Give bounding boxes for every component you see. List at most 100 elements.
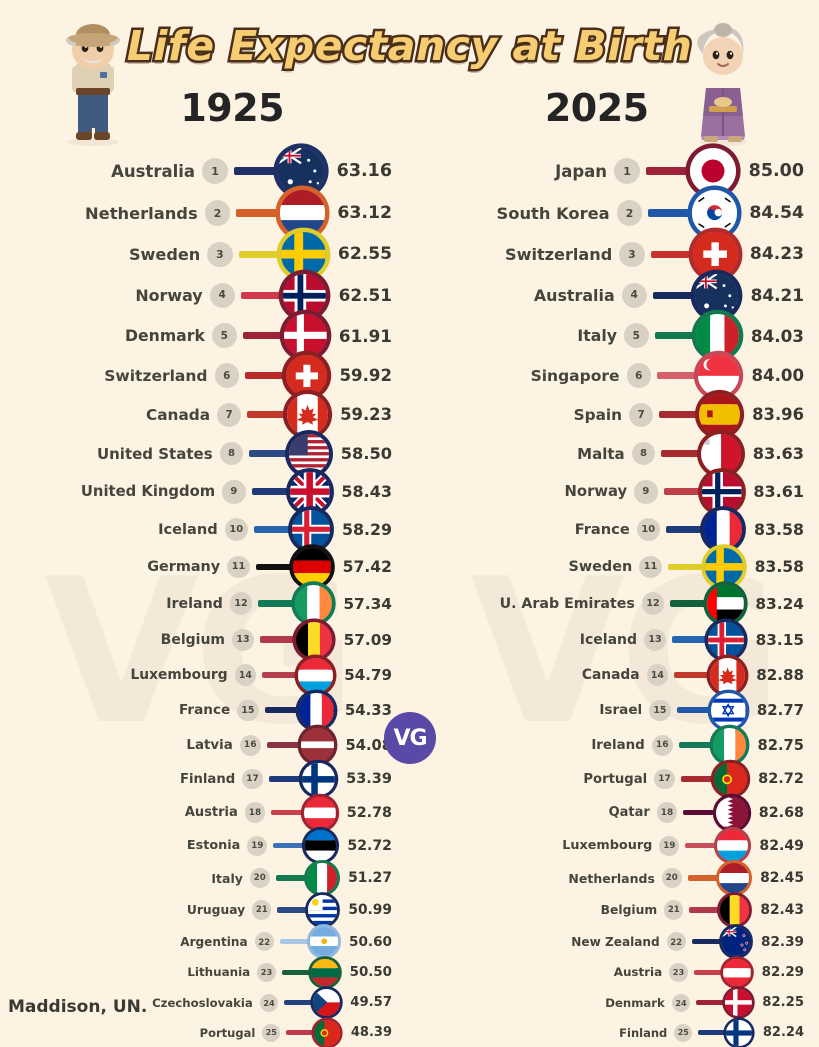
value-label: 48.39 <box>351 1025 392 1040</box>
connector-bar <box>655 332 698 340</box>
connector-bar <box>696 1000 727 1005</box>
rank-badge: 8 <box>632 442 656 466</box>
country-name: Argentina <box>180 935 248 949</box>
rank-badge: 21 <box>664 900 683 919</box>
year-headings: 1925 2025 <box>0 86 819 130</box>
connector-bar <box>694 970 725 975</box>
value-label: 84.21 <box>751 285 804 305</box>
value-label: 58.29 <box>342 520 392 539</box>
rank-badge: 24 <box>672 994 690 1012</box>
connector-bar <box>277 907 310 912</box>
value-label: 59.23 <box>340 405 392 424</box>
rank-badge: 20 <box>662 868 682 888</box>
country-name: Denmark <box>605 996 665 1010</box>
country-name: Portugal <box>583 772 647 787</box>
year-2025: 2025 <box>415 86 819 130</box>
rank-badge: 10 <box>637 518 660 541</box>
country-name: Malta <box>577 445 624 463</box>
flag-icon <box>698 355 740 397</box>
country-name: Ireland <box>166 596 223 612</box>
flag-icon <box>308 895 337 924</box>
flag-icon <box>714 763 747 796</box>
flag-icon <box>283 274 327 318</box>
country-name: Germany <box>147 559 220 575</box>
value-label: 57.34 <box>343 595 392 613</box>
country-name: France <box>179 702 230 718</box>
value-label: 53.39 <box>346 771 392 787</box>
rank-badge: 4 <box>622 283 647 308</box>
value-label: 62.55 <box>338 244 392 264</box>
connector-bar <box>267 742 303 748</box>
value-label: 58.43 <box>341 482 392 501</box>
flag-icon <box>707 585 744 622</box>
connector-bar <box>664 488 705 495</box>
rank-badge: 22 <box>667 932 686 951</box>
value-label: 82.88 <box>756 666 804 684</box>
rank-badge: 3 <box>619 242 644 267</box>
value-label: 84.23 <box>750 244 804 264</box>
value-label: 82.43 <box>760 902 804 918</box>
rank-badge: 6 <box>627 363 651 387</box>
header: Life Expectancy at Birth <box>0 0 819 150</box>
value-label: 62.51 <box>339 285 392 305</box>
connector-bar <box>286 1030 316 1035</box>
value-label: 85.00 <box>749 161 804 181</box>
connector-bar <box>657 372 700 379</box>
connector-bar <box>646 167 692 175</box>
connector-bar <box>668 564 707 571</box>
flag-icon <box>693 232 737 276</box>
rank-badge: 2 <box>617 200 643 226</box>
flag-icon <box>726 1020 752 1046</box>
connector-bar <box>252 488 293 495</box>
rank-badge: 4 <box>210 283 235 308</box>
country-name: Spain <box>574 406 622 424</box>
